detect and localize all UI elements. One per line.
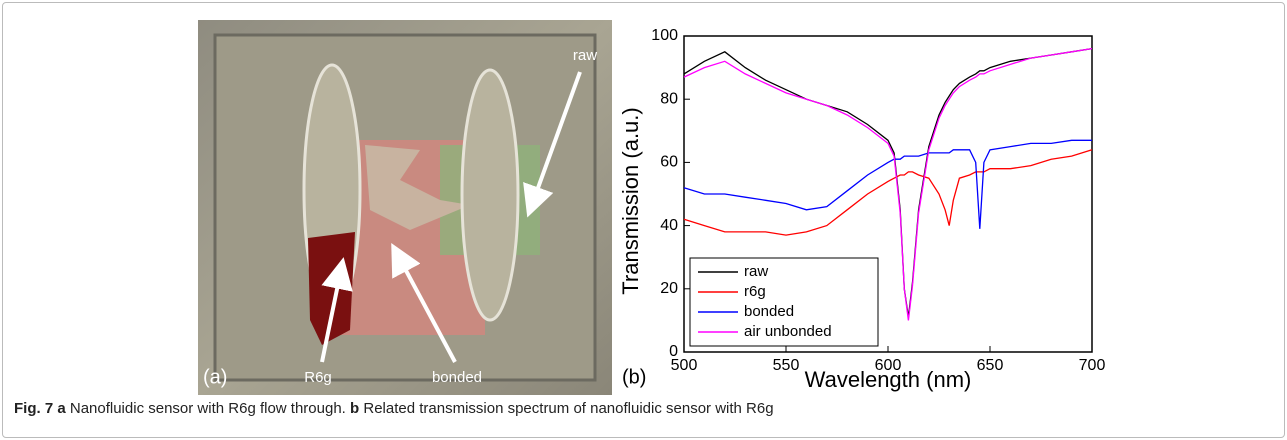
caption-a: a (57, 400, 66, 417)
photo: raw R6g bonded (a) (198, 20, 612, 395)
series-line (683, 47, 1093, 321)
caption: Fig. 7 a Nanofluidic sensor with R6g flo… (14, 400, 774, 417)
y-tick-label: 0 (669, 343, 678, 360)
y-axis-label: Transmission (a.u.) (618, 107, 643, 294)
y-tick-label: 20 (660, 280, 678, 297)
panel-label: (a) (203, 366, 227, 388)
legend-label: r6g (744, 283, 766, 300)
legend-label: bonded (744, 303, 794, 320)
caption-text: Related transmission spectrum of nanoflu… (363, 400, 774, 417)
y-tick-label: 40 (660, 217, 678, 234)
series-line (683, 149, 1093, 236)
arrow-label: bonded (432, 369, 482, 386)
x-axis-label: Wavelength (nm) (805, 367, 972, 392)
arrow-label: raw (573, 47, 597, 64)
arrow-label: R6g (304, 369, 332, 386)
caption-b: b (350, 400, 360, 417)
figure: raw R6g bonded (a) (b) Wavelength (nm) T… (198, 20, 1106, 395)
legend-label: air unbonded (744, 323, 832, 340)
y-tick-label: 100 (651, 27, 678, 44)
caption-fig: Fig. 7 (14, 400, 54, 417)
y-tick-label: 80 (660, 90, 678, 107)
series-line (683, 139, 1092, 229)
legend-label: raw (744, 263, 768, 280)
panel-label: (b) (622, 366, 646, 388)
x-tick-label: 600 (875, 357, 902, 374)
y-tick-label: 60 (660, 154, 678, 171)
x-tick-label: 550 (773, 357, 800, 374)
x-tick-label: 650 (977, 357, 1004, 374)
x-tick-label: 700 (1079, 357, 1106, 374)
x-tick-label: 500 (671, 357, 698, 374)
caption-text: Nanofluidic sensor with R6g flow through… (69, 400, 346, 417)
